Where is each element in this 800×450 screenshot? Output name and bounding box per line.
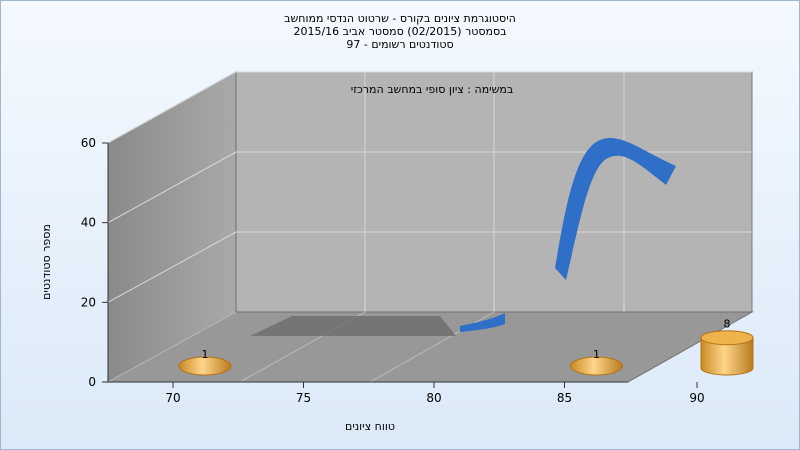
grid-line-left (107, 151, 237, 224)
y-tick-label: 60 (81, 136, 96, 150)
bars-group: 1184739 (178, 318, 754, 376)
y-tick-label: 20 (81, 295, 96, 309)
chart-title-line-2: בסמסטר (02/2015) סמסטר אביב 2015/16 (293, 25, 506, 38)
grid-lines (107, 71, 752, 383)
grid-line-left (107, 71, 237, 144)
bar-label-85: 1 (593, 348, 600, 361)
bar-label-90: 8 (724, 318, 731, 331)
x-tick-label: 80 (426, 391, 441, 405)
bar-85: 1 (570, 348, 623, 376)
floor-shadow (250, 316, 456, 336)
y-axis-ticks: 0 20 40 60 (81, 136, 108, 389)
bar-cap-85 (570, 356, 623, 376)
x-axis-title: טווח ציונים (345, 420, 395, 433)
y-axis-title: מספר סטודנטים (40, 224, 53, 300)
bar-70: 1 (178, 348, 232, 376)
chart-title-line-1: היסטוגרמת ציונים בקורס - שרטוט הנדסי ממו… (284, 12, 516, 25)
bar-top-90 (700, 330, 754, 346)
bar-body-90 (700, 337, 754, 376)
bar-cap-70 (178, 356, 232, 376)
floor-shadow-band (250, 316, 456, 336)
bar-label-70: 1 (202, 348, 209, 361)
chart-title-line-3: סטודנטים רשומים - 97 (346, 38, 453, 51)
y-tick-label: 0 (88, 375, 96, 389)
x-tick-label: 70 (165, 391, 180, 405)
grid-line-left (107, 231, 237, 303)
curve-ribbon-low (460, 313, 505, 332)
trend-curve (460, 138, 676, 332)
x-tick-label: 90 (689, 391, 704, 405)
grid-line-floor (107, 311, 237, 383)
curve-ribbon-high (555, 138, 676, 280)
bar-90: 8 (700, 318, 754, 376)
x-tick-label: 85 (557, 391, 572, 405)
x-axis-ticks: 707580859095100 (165, 382, 705, 405)
x-tick-label: 75 (296, 391, 311, 405)
y-tick-label: 40 (81, 216, 96, 230)
chart-subtitle: במשימה : ציון סופי במחשב המרכזי (351, 83, 514, 96)
